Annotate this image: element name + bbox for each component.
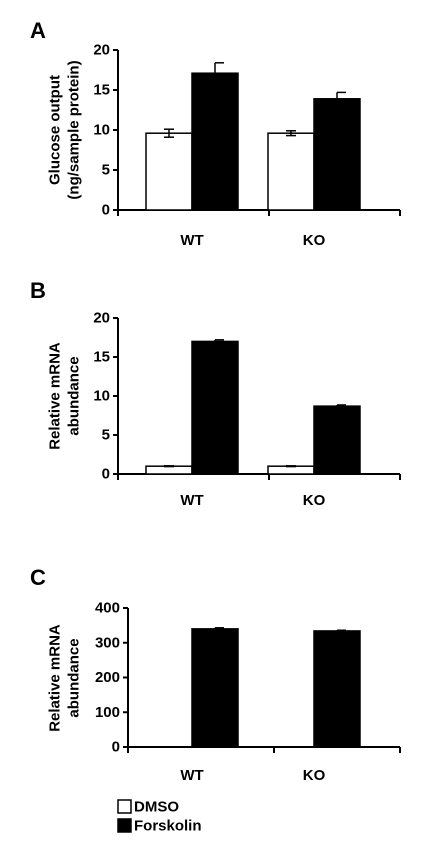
panel-b-letter: B (30, 278, 46, 303)
panel-a-ylabel-line-1: Glucose output (47, 75, 64, 185)
legend-swatch-dmso (117, 799, 132, 814)
legend-label-dmso: DMSO (134, 799, 179, 816)
panel-c-y-tick-label: 100 (95, 704, 120, 721)
panel-b-category-label: KO (303, 492, 326, 509)
panel-b-bar-ko-dmso (267, 465, 315, 475)
panel-c-category-label: WT (180, 767, 203, 784)
panel-b-ylabel-line-1: Relative mRNA (47, 342, 64, 450)
panel-c-y-tick-label: 200 (95, 669, 120, 686)
panel-a-bar-ko-forskolin (313, 98, 361, 211)
panel-a-category-label: KO (303, 232, 326, 249)
panel-b-ylabel-line-2: abundance (66, 356, 83, 435)
panel-a-letter: A (30, 18, 46, 43)
panel-b-y-tick-label: 15 (93, 349, 110, 366)
panel-c-category-label: KO (303, 767, 326, 784)
panel-a-bar-ko-dmso (267, 132, 315, 211)
panel-c-y-tick-label: 300 (95, 634, 120, 651)
legend-label-forskolin: Forskolin (134, 818, 202, 835)
panel-c-ylabel-line-2: abundance (66, 638, 83, 717)
panel-b-category-label: WT (180, 492, 203, 509)
legend-swatch-forskolin (117, 818, 132, 833)
panel-c-bar-wt-forskolin (191, 628, 239, 748)
panel-a-y-tick-label: 10 (93, 122, 110, 139)
panel-a-y-tick-label: 0 (102, 202, 110, 219)
panel-b-y-tick-label: 20 (93, 310, 110, 327)
panel-a-y-tick-label: 20 (93, 42, 110, 59)
panel-c-bar-ko-forskolin (313, 630, 361, 748)
panel-c-ylabel-line-1: Relative mRNA (47, 624, 64, 732)
panel-b-bar-wt-forskolin (191, 340, 239, 475)
panel-b-y-tick-label: 10 (93, 388, 110, 405)
panel-b-bar-wt-dmso (145, 465, 193, 475)
panel-c-y-tick-label: 0 (112, 739, 120, 756)
panel-a-bar-wt-forskolin (191, 72, 239, 211)
panel-c-letter: C (30, 565, 46, 590)
panel-a-ylabel-line-2: (ng/sample protein) (66, 60, 83, 199)
panel-b-bar-ko-forskolin (313, 405, 361, 475)
panel-a-y-tick-label: 5 (102, 162, 110, 179)
panel-b-y-tick-label: 5 (102, 427, 110, 444)
panel-a-y-tick-label: 15 (93, 82, 110, 99)
panel-b-y-tick-label: 0 (102, 466, 110, 483)
panel-a-category-label: WT (180, 232, 203, 249)
panel-a-bar-wt-dmso (145, 132, 193, 211)
panel-c-y-tick-label: 400 (95, 600, 120, 617)
